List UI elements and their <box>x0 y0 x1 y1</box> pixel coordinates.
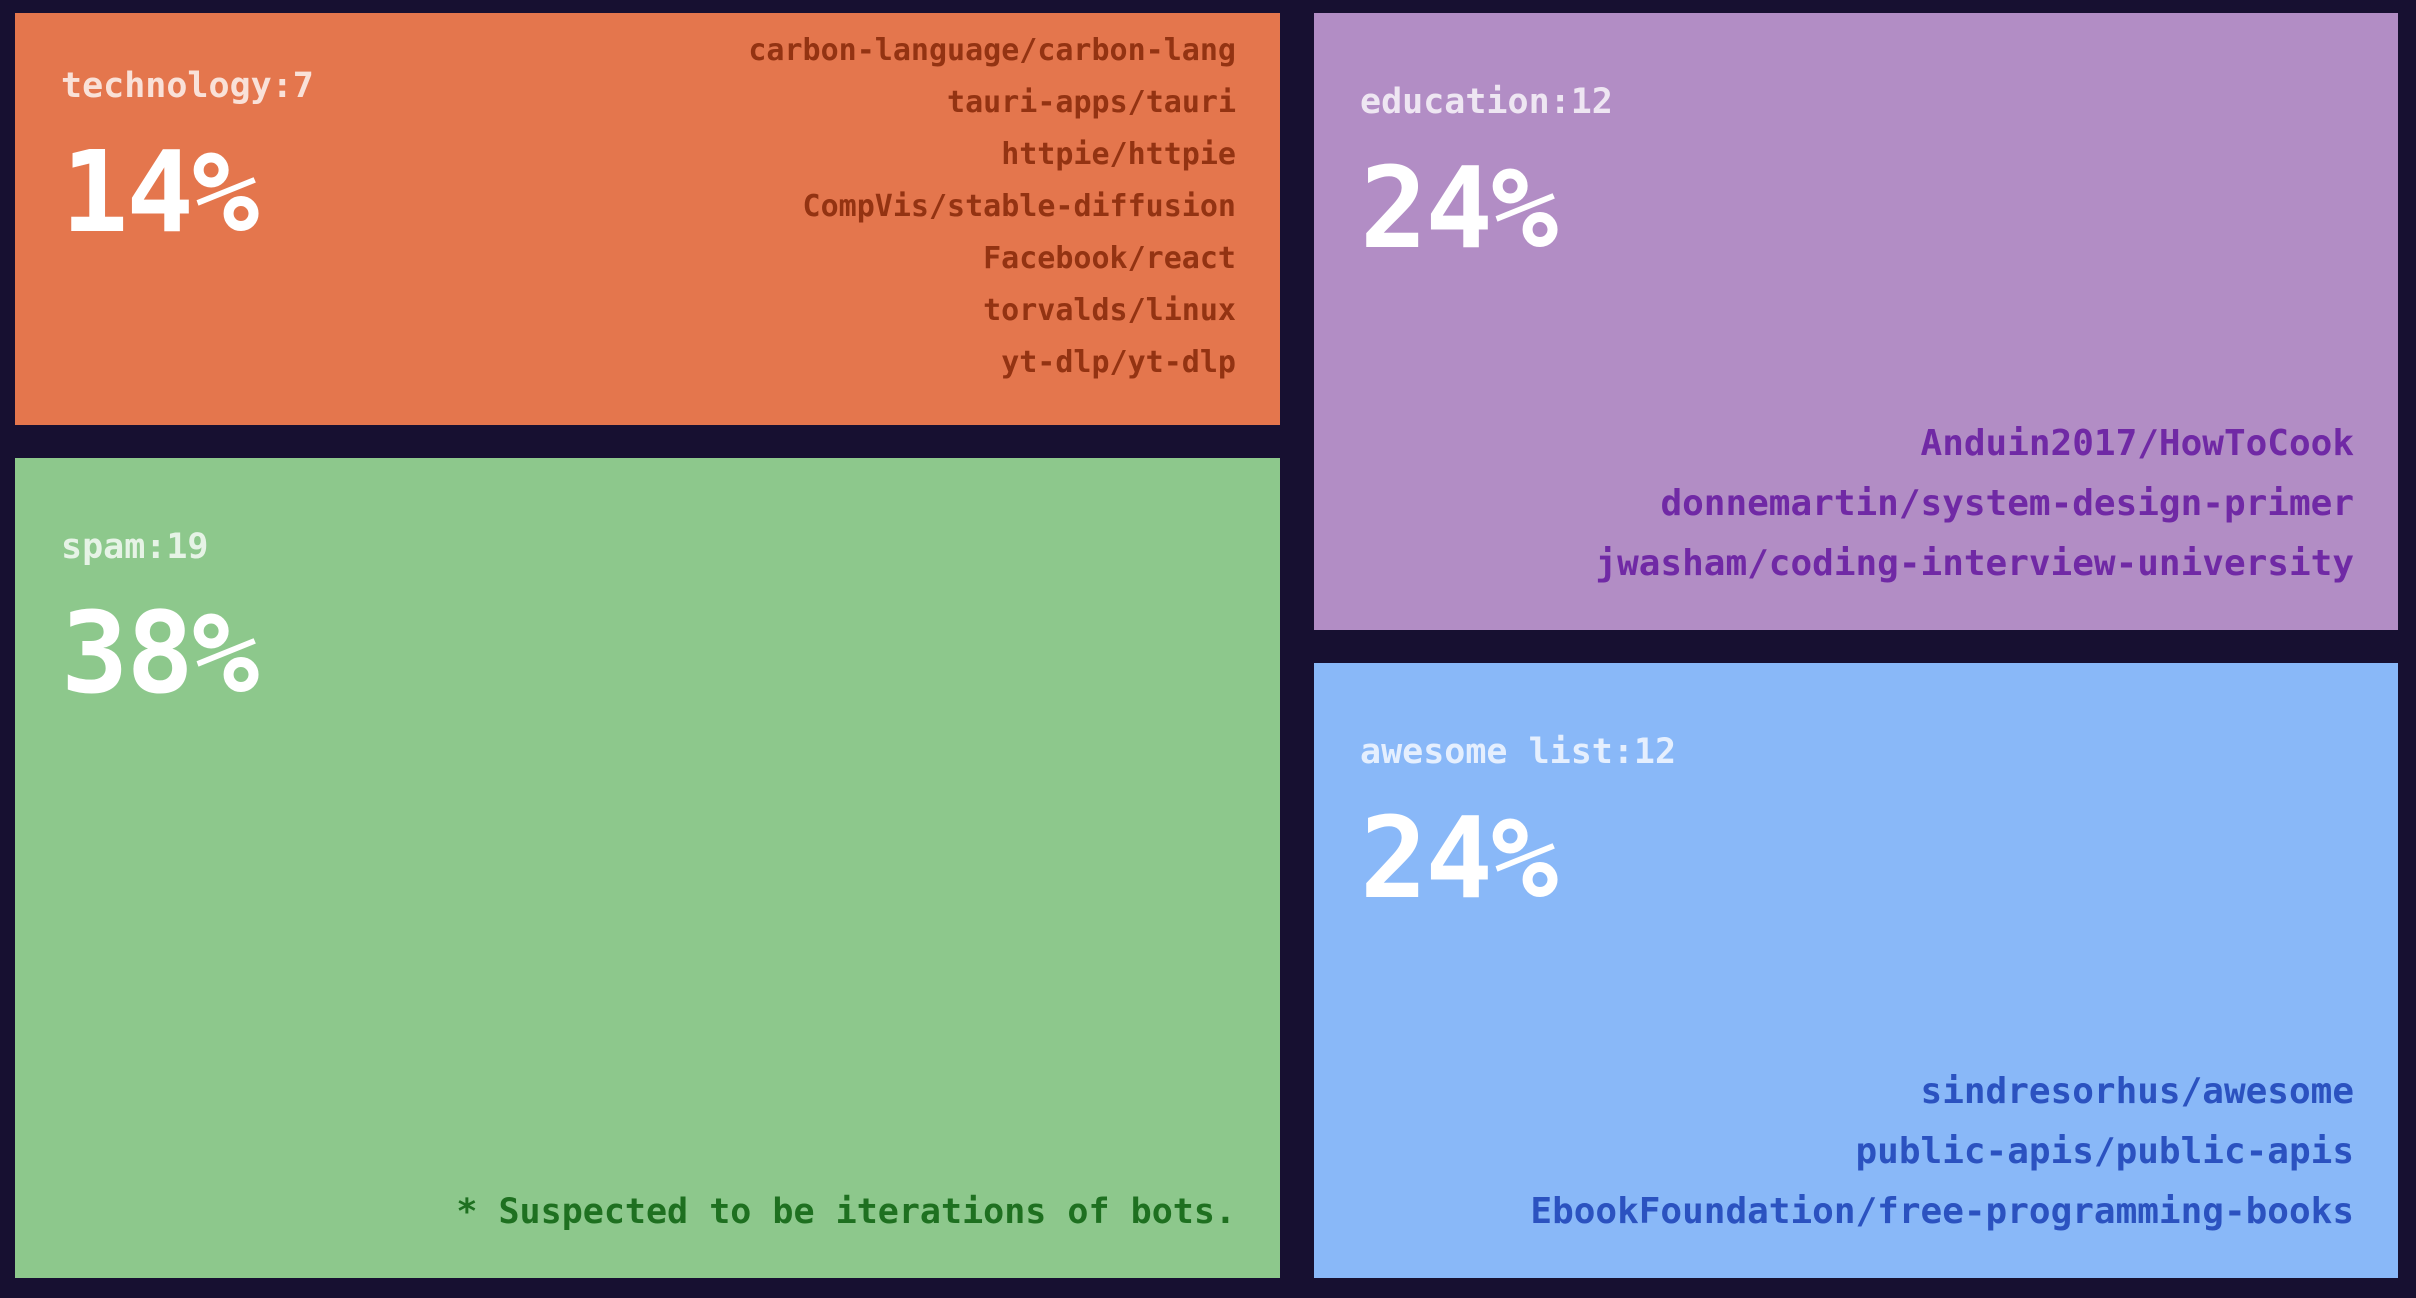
repo-item: public-apis/public-apis <box>1855 1131 2355 1172</box>
treemap-tile-spam: spam:19 38% * Suspected to be iterations… <box>15 458 1280 1278</box>
repo-item: httpie/httpie <box>1001 137 1236 172</box>
tile-percent-value: 24% <box>1360 794 1558 924</box>
repo-item: carbon-language/carbon-lang <box>748 33 1236 68</box>
repo-item: sindresorhus/awesome <box>1920 1071 2354 1112</box>
tile-header: awesome list:12 24% <box>1360 731 1676 919</box>
tile-percent-value: 24% <box>1360 144 1558 274</box>
repo-item: donnemartin/system-design-primer <box>1660 483 2354 524</box>
repo-item: CompVis/stable-diffusion <box>802 189 1236 224</box>
treemap-tile-education: education:12 24% Anduin2017/HowToCook do… <box>1314 13 2398 630</box>
repo-list: sindresorhus/awesome public-apis/public-… <box>1530 1062 2354 1242</box>
tile-percent-value: 38% <box>61 589 259 719</box>
treemap-left-column: technology:7 14% carbon-language/carbon-… <box>15 13 1280 1278</box>
tile-header: education:12 24% <box>1360 81 1613 269</box>
tile-category-label: education:12 <box>1360 82 1613 122</box>
tile-header: technology:7 14% <box>61 65 314 253</box>
repo-item: Facebook/react <box>983 241 1236 276</box>
repo-item: jwasham/coding-interview-university <box>1595 543 2354 584</box>
repo-item: EbookFoundation/free-programming-books <box>1530 1191 2354 1232</box>
treemap-tile-technology: technology:7 14% carbon-language/carbon-… <box>15 13 1280 425</box>
tile-category-label: awesome list:12 <box>1360 732 1677 772</box>
repo-list: carbon-language/carbon-lang tauri-apps/t… <box>748 25 1236 389</box>
repo-item: yt-dlp/yt-dlp <box>1001 345 1236 380</box>
tile-percent-value: 14% <box>61 128 259 258</box>
treemap-right-column: education:12 24% Anduin2017/HowToCook do… <box>1314 13 2398 1278</box>
repo-item: tauri-apps/tauri <box>947 85 1236 120</box>
tile-category-label: technology:7 <box>61 66 314 106</box>
treemap-chart: technology:7 14% carbon-language/carbon-… <box>15 13 2398 1278</box>
repo-list: Anduin2017/HowToCook donnemartin/system-… <box>1595 414 2354 594</box>
tile-category-label: spam:19 <box>61 527 209 567</box>
repo-item: torvalds/linux <box>983 293 1236 328</box>
tile-header: spam:19 38% <box>61 526 259 719</box>
treemap-tile-awesome-list: awesome list:12 24% sindresorhus/awesome… <box>1314 663 2398 1278</box>
tile-footnote: * Suspected to be iterations of bots. <box>456 1192 1236 1232</box>
repo-item: Anduin2017/HowToCook <box>1920 423 2354 464</box>
